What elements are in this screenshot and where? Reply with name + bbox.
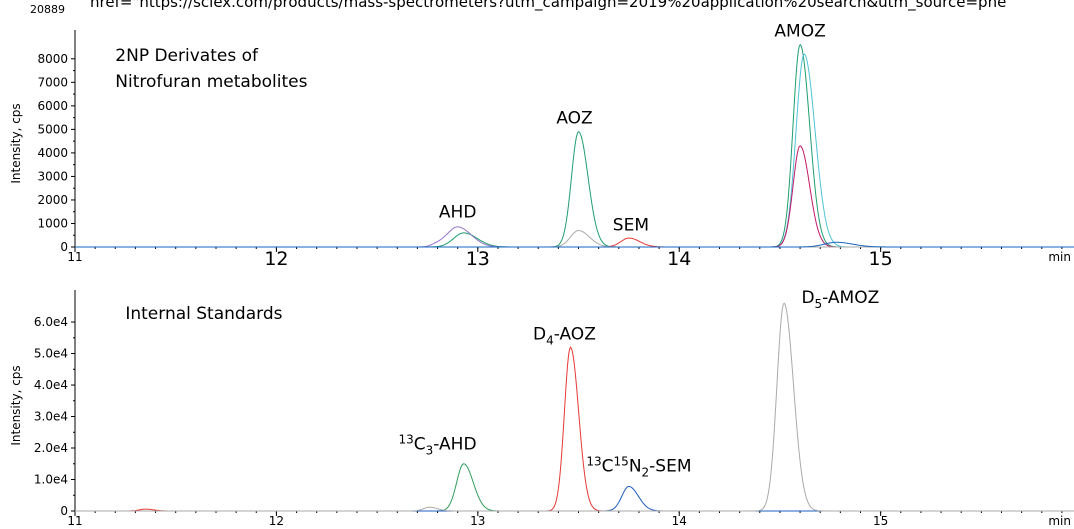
label-base: D: [801, 288, 814, 308]
series-line-3: [75, 486, 1074, 512]
series-line-3: [75, 145, 1074, 248]
series-line-2: [75, 346, 1074, 512]
x-tick-label: 13: [470, 514, 485, 528]
header-line: 20889 href="https://sciex.com/products/m…: [0, 0, 1074, 14]
series-line-4: [75, 237, 1074, 248]
y-tick-label: 2000: [37, 193, 68, 207]
label-base: C: [602, 457, 614, 477]
peak-label: 13C3-AHD: [399, 433, 477, 458]
url-text: href="https://sciex.com/products/mass-sp…: [90, 0, 1007, 11]
subscript: 5: [815, 297, 823, 311]
subscript: 2: [642, 466, 650, 480]
y-tick-label: 4.0e4: [34, 378, 68, 392]
superscript: 13: [399, 433, 414, 447]
peak-label: D5-AMOZ: [801, 288, 879, 311]
peak-label: AHD: [439, 203, 477, 223]
y-tick-label: 6.0e4: [34, 315, 68, 329]
label-base: N: [629, 457, 642, 477]
series-line-4: [75, 302, 1074, 512]
y-tick-label: 5000: [37, 122, 68, 136]
subscript: 4: [546, 333, 554, 347]
x-tick-label: 15: [873, 514, 888, 528]
y-axis-label: Intensity, cps: [9, 365, 23, 445]
x-tick-label: 14: [667, 248, 691, 270]
x-unit-label: min: [1048, 250, 1071, 264]
y-tick-label: 1.0e4: [34, 473, 68, 487]
y-tick-label: 2.0e4: [34, 441, 68, 455]
x-tick-label: 12: [264, 248, 288, 270]
label-tail: -SEM: [649, 457, 691, 477]
superscript: 15: [614, 455, 629, 469]
x-tick-label: 13: [466, 248, 490, 270]
y-tick-label: 8000: [37, 52, 68, 66]
x-tick-label: 15: [869, 248, 893, 270]
y-tick-label: 3.0e4: [34, 410, 68, 424]
chart-panel-2: 0 1.0e4 2.0e4 3.0e4 4.0e4 5.0e4 6.0e4 Intensity…: [9, 288, 1074, 528]
x-tick-label: 11: [67, 250, 82, 264]
y-tick-label: 0: [60, 504, 68, 518]
peak-label: AMOZ: [774, 21, 825, 41]
y-tick-label: 5.0e4: [34, 347, 68, 361]
x-tick-label: 11: [67, 514, 82, 528]
y-tick-label: 7000: [37, 75, 68, 89]
x-tick-label: 14: [672, 514, 687, 528]
peak-label: D4-AOZ: [533, 324, 596, 347]
peak-label: Nitrofuran metabolites: [115, 72, 307, 92]
series-line-1: [75, 463, 1074, 512]
series-line-5: [75, 226, 1074, 248]
chart-panel-1: 0 1000 2000 3000 4000 5000 6000 7000 8000 Intensi…: [9, 21, 1074, 270]
y-tick-label: 6000: [37, 99, 68, 113]
scan-number: 20889: [30, 3, 65, 14]
y-tick-label: 0: [60, 240, 68, 254]
y-tick-label: 1000: [37, 216, 68, 230]
superscript: 13: [586, 455, 601, 469]
label-tail: -AHD: [433, 435, 476, 455]
y-tick-label: 4000: [37, 146, 68, 160]
label-base: D: [533, 324, 546, 344]
subscript: 3: [426, 444, 434, 458]
peak-label: AOZ: [556, 109, 592, 129]
y-axis-label: Intensity, cps: [9, 103, 23, 183]
x-unit-label: min: [1048, 514, 1071, 528]
label-base: C: [414, 435, 426, 455]
peak-label: 13C15N2-SEM: [586, 455, 691, 480]
peak-label: Internal Standards: [125, 304, 282, 324]
x-tick-label: 12: [269, 514, 284, 528]
y-tick-label: 3000: [37, 169, 68, 183]
peak-label: SEM: [613, 216, 649, 236]
peak-label: 2NP Derivates of: [115, 46, 259, 66]
series-line-6: [75, 229, 1074, 248]
label-tail: -AMOZ: [822, 288, 879, 308]
label-tail: -AOZ: [554, 324, 596, 344]
series-line-7: [75, 241, 1074, 248]
